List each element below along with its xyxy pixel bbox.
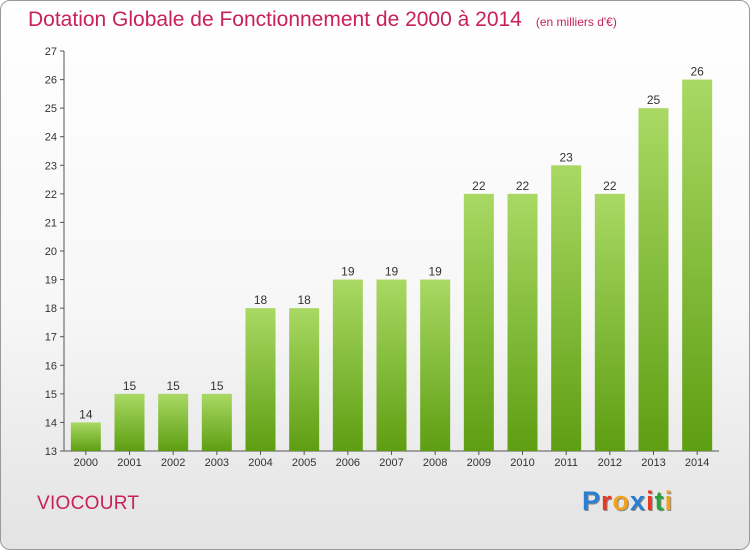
bar-value-label: 15 [166,379,180,393]
bar [245,308,276,451]
y-tick-label: 17 [45,332,57,344]
commune-name: VIOCOURT [37,493,140,514]
bar-value-label: 19 [385,265,399,279]
bar [114,393,145,451]
chart-title-text: Dotation Globale de Fonctionnement de 20… [28,8,522,31]
bar [463,193,494,451]
bar [289,308,320,451]
bar-value-label: 15 [210,379,224,393]
bar-value-label: 22 [516,179,530,193]
bar [332,279,363,451]
y-tick-label: 23 [45,160,57,172]
y-tick-label: 24 [45,132,57,144]
logo-letter: i [646,486,655,516]
bar [507,193,538,451]
bar-value-label: 18 [297,293,311,307]
y-tick-label: 22 [45,189,57,201]
logo-letter: P [582,486,602,516]
y-tick-label: 19 [45,275,57,287]
y-tick-label: 14 [45,417,57,429]
x-tick-label: 2010 [510,457,534,469]
bar [158,393,189,451]
x-tick-label: 2001 [117,457,141,469]
chart-title: Dotation Globale de Fonctionnement de 20… [28,8,617,32]
bar-value-label: 15 [123,379,137,393]
x-tick-label: 2004 [248,457,272,469]
y-tick-label: 21 [45,217,57,229]
bar [70,422,101,451]
bar [376,279,407,451]
x-tick-label: 2000 [74,457,98,469]
x-tick-label: 2013 [641,457,665,469]
bar [594,193,625,451]
bar-value-label: 25 [647,93,661,107]
bar-value-label: 26 [690,65,704,79]
x-tick-label: 2011 [554,457,578,469]
x-tick-label: 2014 [685,457,709,469]
chart-labels: 14 15 15 15 18 18 19 19 19 22 22 23 22 25 26 [79,65,704,422]
x-tick-label: 2003 [205,457,229,469]
bar [201,393,232,451]
x-tick-label: 2006 [336,457,360,469]
logo-letter: r [601,486,613,516]
chart-unit-text: (en milliers d'€) [535,15,617,29]
x-tick-label: 2007 [379,457,403,469]
x-tick-label: 2012 [598,457,622,469]
bar [682,79,713,452]
bar [551,165,582,452]
bar-value-label: 19 [428,265,442,279]
x-tick-label: 2008 [423,457,447,469]
bar-value-label: 14 [79,407,93,421]
logo-letter: o [612,486,631,516]
bar-value-label: 18 [254,293,268,307]
logo-letter: t [654,486,665,516]
logo-letter: i [664,486,674,516]
bar-value-label: 23 [559,150,573,164]
bar-value-label: 22 [603,179,617,193]
y-tick-label: 16 [45,360,57,372]
x-tick-label: 2005 [292,457,316,469]
bar-value-label: 22 [472,179,486,193]
chart-bars [70,79,713,452]
y-tick-label: 15 [45,389,57,401]
x-tick-label: 2002 [161,457,185,469]
bar [638,108,669,452]
proxiti-logo: Proxiti [582,486,673,517]
y-tick-label: 13 [45,446,57,458]
bar-value-label: 19 [341,265,355,279]
y-tick-label: 25 [45,103,57,115]
y-tick-label: 18 [45,303,57,315]
y-tick-label: 20 [45,246,57,258]
logo-letter: x [630,486,647,516]
bar [420,279,451,451]
x-tick-label: 2009 [467,457,491,469]
y-tick-label: 27 [45,46,57,58]
y-tick-label: 26 [45,75,57,87]
